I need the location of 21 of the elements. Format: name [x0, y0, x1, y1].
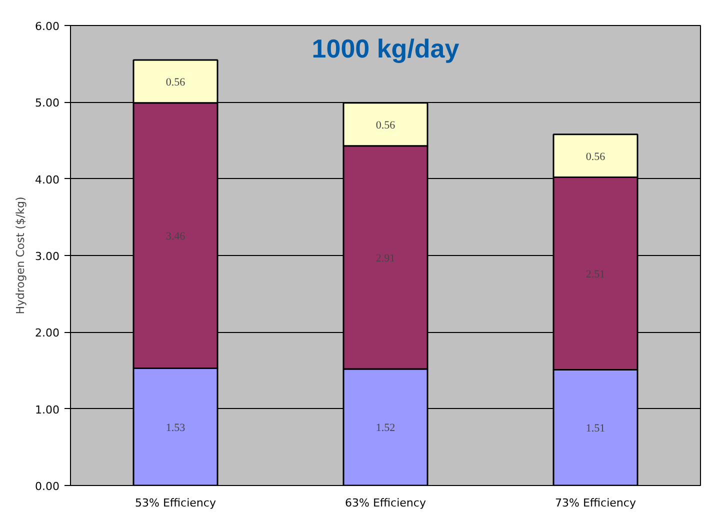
data-label: 0.56: [166, 76, 186, 88]
y-tick-label: 4.00: [35, 173, 60, 186]
data-label: 0.56: [376, 119, 396, 132]
x-tick-label: 63% Efficiency: [345, 496, 426, 510]
y-axis-title: Hydrogen Cost ($/kg): [14, 196, 28, 314]
data-label: 2.91: [376, 252, 396, 264]
y-tick-label: 5.00: [35, 96, 60, 110]
y-tick-label: 0.00: [35, 480, 60, 493]
y-tick-label: 6.00: [35, 20, 60, 33]
x-tick-label: 73% Efficiency: [555, 496, 636, 510]
chart-title: 1000 kg/day: [312, 34, 460, 64]
x-tick-label: 53% Efficiency: [135, 496, 216, 510]
data-label: 1.51: [586, 422, 606, 435]
y-tick-label: 2.00: [35, 326, 60, 340]
data-label: 2.51: [586, 268, 606, 281]
data-label: 0.56: [586, 150, 606, 163]
data-label: 1.52: [376, 422, 396, 434]
y-tick-label: 3.00: [35, 250, 60, 263]
data-label: 1.53: [166, 422, 186, 434]
y-tick-label: 1.00: [35, 403, 60, 416]
data-label: 3.46: [166, 230, 186, 243]
